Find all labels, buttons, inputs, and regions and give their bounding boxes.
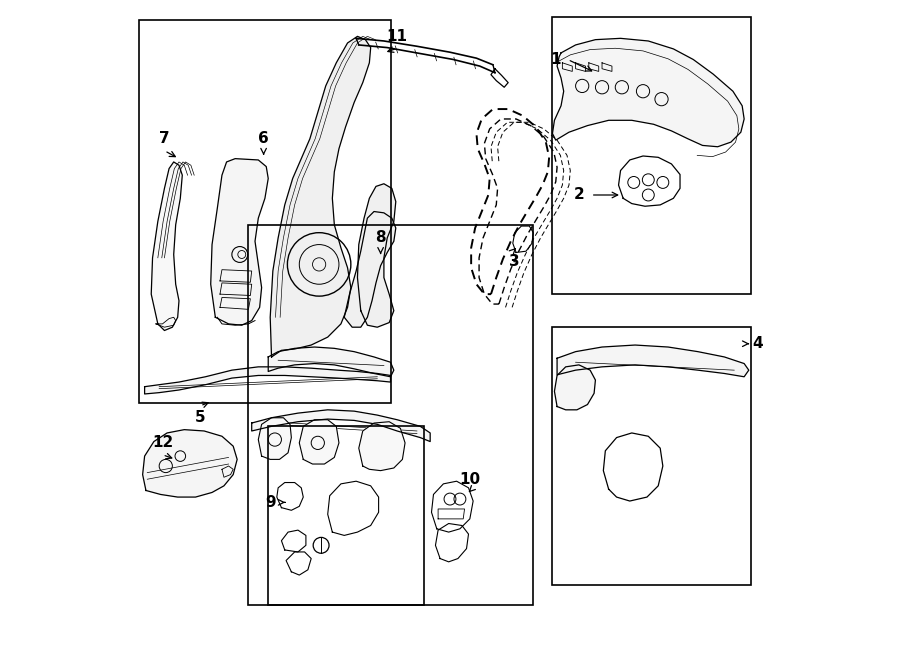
Text: 3: 3 (509, 254, 520, 268)
Polygon shape (359, 422, 405, 471)
Bar (140, 20, 391, 403)
Text: 8: 8 (375, 231, 386, 245)
Text: 4: 4 (752, 336, 762, 351)
Polygon shape (344, 212, 396, 327)
Polygon shape (300, 420, 339, 464)
Polygon shape (553, 38, 744, 147)
Polygon shape (151, 162, 183, 330)
Bar (553, 17, 751, 294)
Polygon shape (357, 184, 396, 327)
Text: 10: 10 (459, 472, 481, 486)
Polygon shape (145, 367, 391, 394)
Bar (553, 327, 751, 585)
Polygon shape (268, 347, 394, 377)
Text: 7: 7 (159, 132, 170, 146)
Polygon shape (252, 410, 430, 442)
Polygon shape (211, 159, 268, 325)
Polygon shape (554, 365, 596, 410)
Text: 11: 11 (387, 29, 408, 44)
Bar (268, 426, 424, 605)
Polygon shape (270, 36, 371, 357)
Text: 6: 6 (258, 132, 269, 146)
Polygon shape (258, 418, 292, 459)
Text: 2: 2 (573, 188, 584, 202)
Text: 9: 9 (265, 495, 275, 510)
Bar (248, 225, 533, 605)
Text: 12: 12 (152, 436, 173, 450)
Polygon shape (142, 430, 238, 497)
Text: 5: 5 (194, 410, 205, 425)
Text: 1: 1 (551, 52, 561, 67)
Polygon shape (557, 345, 749, 377)
